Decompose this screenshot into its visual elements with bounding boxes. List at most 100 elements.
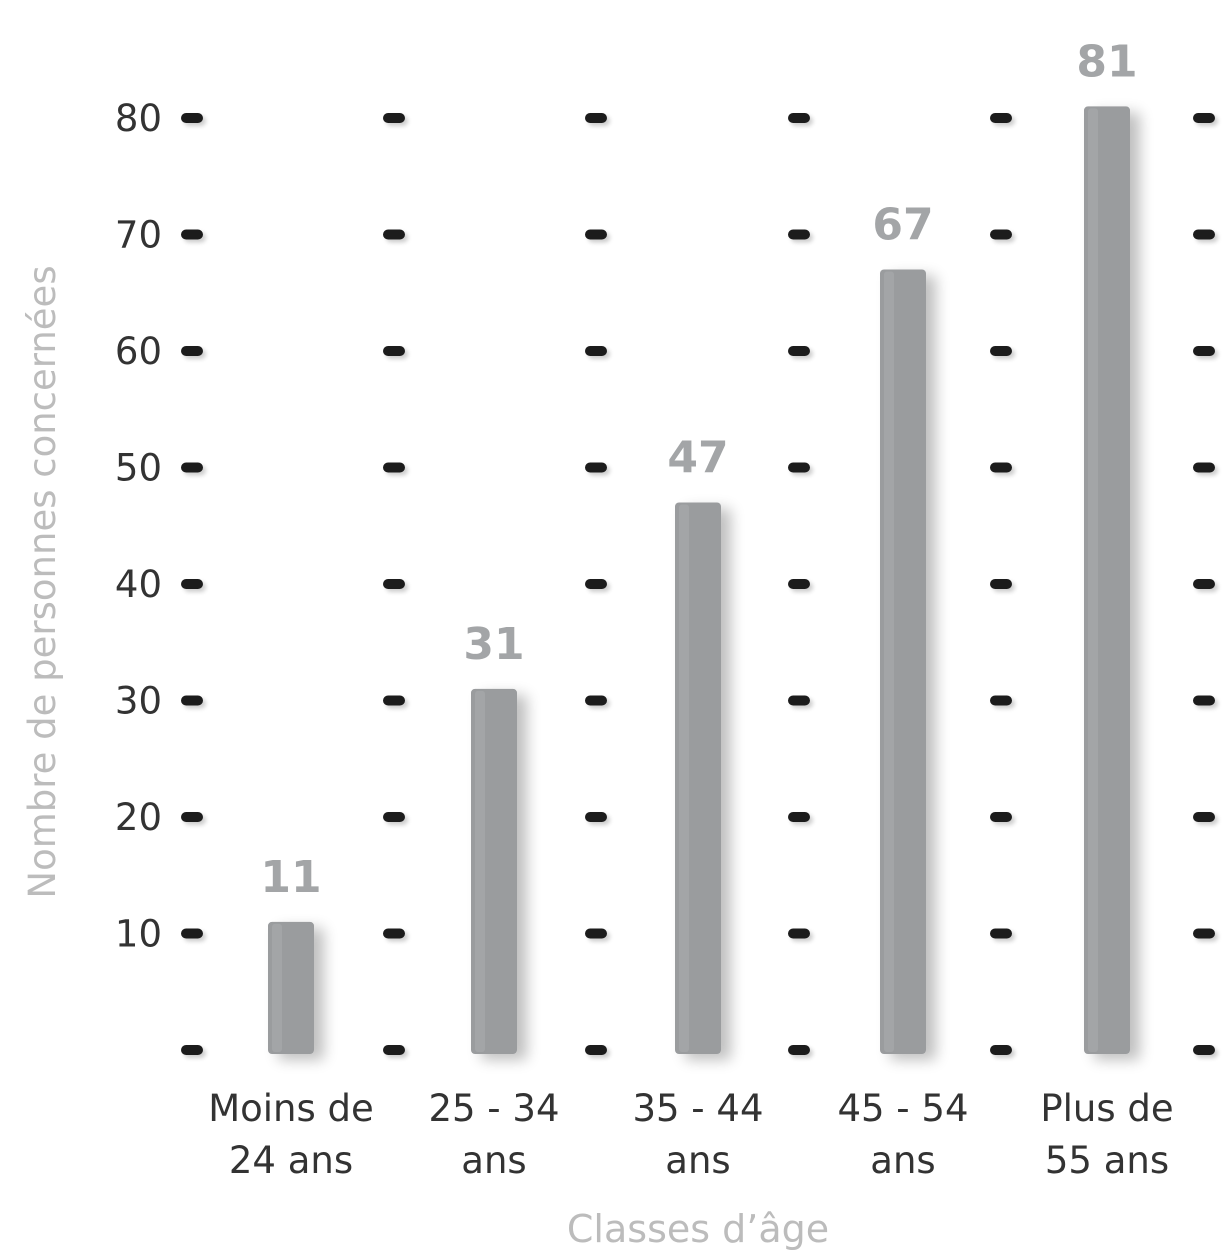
grid-peg xyxy=(788,229,810,240)
bars xyxy=(268,106,1130,1055)
value-label: 47 xyxy=(667,432,728,483)
y-tick-label: 70 xyxy=(115,214,162,257)
grid-peg xyxy=(181,462,203,473)
grid-peg xyxy=(990,462,1012,473)
y-axis-ticks: 10 20 30 40 50 60 70 80 xyxy=(115,97,162,956)
grid-peg xyxy=(990,812,1012,822)
grid-peg xyxy=(990,695,1012,706)
value-labels: 11 31 47 67 81 xyxy=(260,36,1137,903)
grid-peg xyxy=(1193,229,1215,240)
grid-peg xyxy=(788,113,810,123)
y-tick-label: 30 xyxy=(115,680,162,723)
x-tick-label-line: 24 ans xyxy=(229,1139,353,1182)
grid-peg xyxy=(990,1045,1012,1055)
bar-body xyxy=(1084,106,1130,1055)
grid-peg xyxy=(788,346,810,356)
grid-peg xyxy=(585,346,607,356)
grid-peg xyxy=(181,695,203,706)
grid-peg xyxy=(383,695,405,706)
bar-highlight xyxy=(884,271,894,1052)
bar-highlight xyxy=(475,690,485,1052)
x-tick-label: 35 - 44 ans xyxy=(632,1087,763,1182)
y-tick-label: 10 xyxy=(115,913,162,956)
bar xyxy=(880,269,926,1054)
grid-peg xyxy=(990,579,1012,589)
grid-peg xyxy=(181,928,203,939)
grid-peg xyxy=(990,346,1012,356)
grid-peg xyxy=(181,229,203,240)
grid-peg xyxy=(990,928,1012,939)
grid-peg xyxy=(181,346,203,356)
grid-peg xyxy=(181,579,203,589)
y-axis-title: Nombre de personnes concernées xyxy=(21,265,64,898)
x-tick-label: 45 - 54 ans xyxy=(837,1087,968,1182)
grid-peg xyxy=(585,1045,607,1055)
x-tick-label: 25 - 34 ans xyxy=(428,1087,559,1182)
grid-peg xyxy=(788,928,810,939)
bar xyxy=(471,688,517,1054)
grid-peg xyxy=(181,812,203,822)
x-tick-label-line: Moins de xyxy=(208,1087,374,1130)
bar xyxy=(1084,106,1130,1055)
y-tick-label: 60 xyxy=(115,330,162,373)
bar-body xyxy=(675,502,721,1054)
x-axis-title: Classes d’âge xyxy=(567,1207,829,1251)
grid-peg xyxy=(585,229,607,240)
grid-peg xyxy=(788,1045,810,1055)
grid-peg xyxy=(1193,462,1215,473)
grid-peg xyxy=(181,113,203,123)
grid-peg xyxy=(383,462,405,473)
grid-peg xyxy=(1193,579,1215,589)
grid-peg xyxy=(1193,1045,1215,1055)
grid-peg xyxy=(990,229,1012,240)
peg-grid xyxy=(181,113,1215,1055)
grid-peg xyxy=(383,346,405,356)
grid-peg xyxy=(1193,928,1215,939)
x-tick-label-line: 45 - 54 xyxy=(837,1087,968,1130)
bar xyxy=(268,921,314,1054)
x-tick-label-line: ans xyxy=(870,1139,935,1182)
value-label: 11 xyxy=(260,852,321,903)
grid-peg xyxy=(788,579,810,589)
grid-peg xyxy=(1193,812,1215,822)
grid-peg xyxy=(1193,113,1215,123)
value-label: 31 xyxy=(463,619,524,670)
x-tick-label: Plus de 55 ans xyxy=(1040,1087,1173,1182)
grid-peg xyxy=(1193,695,1215,706)
grid-peg xyxy=(585,113,607,123)
y-tick-label: 80 xyxy=(115,97,162,140)
bar-body xyxy=(268,921,314,1054)
bar-body xyxy=(471,688,517,1054)
grid-peg xyxy=(788,812,810,822)
x-tick-label-line: Plus de xyxy=(1040,1087,1173,1130)
bar-highlight xyxy=(1088,108,1098,1053)
x-tick-label-line: 35 - 44 xyxy=(632,1087,763,1130)
grid-peg xyxy=(383,1045,405,1055)
grid-peg xyxy=(585,812,607,822)
bar-body xyxy=(880,269,926,1054)
grid-peg xyxy=(383,928,405,939)
grid-peg xyxy=(788,695,810,706)
grid-peg xyxy=(181,1045,203,1055)
bar xyxy=(675,502,721,1054)
grid-peg xyxy=(788,462,810,473)
grid-peg xyxy=(585,928,607,939)
x-tick-label: Moins de 24 ans xyxy=(208,1087,374,1182)
x-tick-label-line: 55 ans xyxy=(1045,1139,1169,1182)
x-tick-label-line: 25 - 34 xyxy=(428,1087,559,1130)
grid-peg xyxy=(585,579,607,589)
x-tick-label-line: ans xyxy=(461,1139,526,1182)
grid-peg xyxy=(990,113,1012,123)
x-tick-label-line: ans xyxy=(665,1139,730,1182)
grid-peg xyxy=(585,695,607,706)
y-tick-label: 50 xyxy=(115,447,162,490)
grid-peg xyxy=(1193,346,1215,356)
grid-peg xyxy=(383,113,405,123)
y-tick-label: 20 xyxy=(115,796,162,839)
bar-highlight xyxy=(272,923,282,1052)
y-tick-label: 40 xyxy=(115,563,162,606)
grid-peg xyxy=(585,462,607,473)
